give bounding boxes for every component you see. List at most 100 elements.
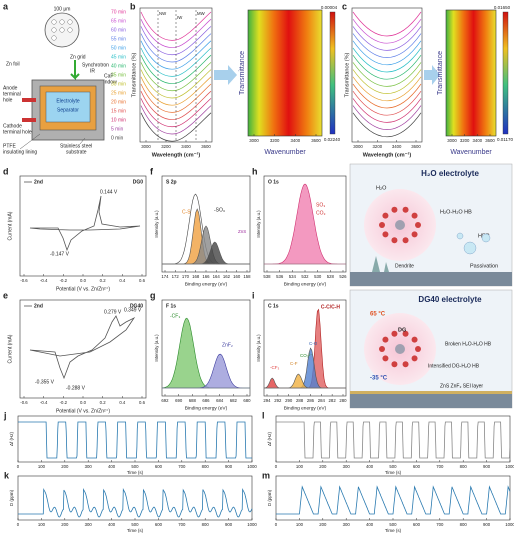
x-axis-label: Potential (V vs. Zn/Zn²⁺) <box>56 408 110 414</box>
panel-letter: m <box>262 470 270 480</box>
y-axis-label: D (ppm) <box>9 489 14 506</box>
label: -SO₃ <box>214 207 225 213</box>
legend-entry: 25 min <box>111 90 126 96</box>
label: Stainless steel <box>60 143 92 149</box>
plot-frame <box>263 299 347 397</box>
x-tick-label: 800 <box>202 464 210 469</box>
x-tick-label: 200 <box>61 522 69 527</box>
x-tick-label: 500 <box>131 464 139 469</box>
x-tick-label: 288 <box>296 398 304 403</box>
panel-letter: d <box>3 166 9 176</box>
spectrum-curve <box>140 76 212 106</box>
x-axis-label: Wavelength (cm⁻¹) <box>152 151 201 158</box>
molecule <box>402 361 409 368</box>
panel-letter: l <box>262 410 265 420</box>
peak <box>264 183 346 265</box>
label: SO₃ <box>316 202 325 208</box>
y-axis-label: Current (mA) <box>7 211 13 240</box>
x-tick-label: 0.4 <box>119 400 126 405</box>
x-axis-label: Binding energy (eV) <box>284 405 327 411</box>
label: IR <box>90 68 95 74</box>
x-tick-label: 400 <box>108 464 116 469</box>
y-axis-label: Transmittance <box>239 51 246 95</box>
x-tick-label: 700 <box>178 522 186 527</box>
label: -0.355 V <box>35 379 55 385</box>
flow-arrow <box>214 65 237 85</box>
x-tick-label: 3600 <box>201 144 211 149</box>
leader <box>19 133 86 150</box>
peak <box>162 225 250 265</box>
colorbar-label: 0.02240 <box>324 137 341 142</box>
spectrum-curve <box>352 11 422 37</box>
spectrum-curve <box>352 98 422 123</box>
x-tick-label: 700 <box>436 464 444 469</box>
y-axis-label: Intensity (a.u.) <box>256 334 261 362</box>
x-tick-label: 900 <box>483 522 491 527</box>
x-tick-label: 3600 <box>485 138 495 143</box>
x-tick-label: 690 <box>175 398 183 403</box>
x-tick-label: -0.4 <box>40 278 48 283</box>
zn-ion <box>395 220 405 230</box>
x-tick-label: 682 <box>230 398 238 403</box>
spectrum-curve <box>352 105 422 130</box>
legend-entry: 0 min <box>111 135 123 141</box>
x-tick-label: 160 <box>233 274 241 279</box>
label: Cathode <box>3 123 22 129</box>
ir-arrow <box>70 60 80 81</box>
label: H₂O electrolyte <box>421 169 479 178</box>
molecule <box>379 222 385 228</box>
x-tick-label: 530 <box>314 274 322 279</box>
x-tick-label: 282 <box>329 398 337 403</box>
label: terminal <box>3 91 21 97</box>
molecule <box>391 237 398 244</box>
y-axis-label: Transmittance (%) <box>131 52 137 97</box>
cv-curve <box>29 315 136 380</box>
x-tick-label: 300 <box>343 464 351 469</box>
x-tick-label: 800 <box>202 522 210 527</box>
grid-hole <box>51 27 57 33</box>
x-tick-label: 600 <box>155 522 163 527</box>
x-tick-label: 700 <box>436 522 444 527</box>
heatmap <box>248 10 322 136</box>
spectrum-curve <box>352 83 422 109</box>
x-axis-label: Wavenumber <box>450 149 492 156</box>
x-tick-label: 692 <box>161 398 169 403</box>
x-tick-label: 0 <box>275 522 278 527</box>
x-tick-label: 164 <box>213 274 221 279</box>
x-tick-label: 3200 <box>373 144 383 149</box>
x-axis-label: Time (s) <box>127 528 144 533</box>
molecule <box>402 206 409 213</box>
grid-hole <box>51 19 57 25</box>
label: -CF₃ <box>170 313 180 319</box>
label: MW <box>197 11 206 16</box>
x-tick-label: 158 <box>243 274 251 279</box>
x-tick-label: -0.2 <box>60 278 68 283</box>
label: IW <box>177 15 183 20</box>
x-tick-label: 100 <box>296 464 304 469</box>
x-tick-label: 172 <box>172 274 180 279</box>
bubble <box>463 241 477 255</box>
y-axis-label: D (ppm) <box>267 489 272 506</box>
spectrum-curve <box>140 112 212 142</box>
label: Intensified DG-H₂O HB <box>428 363 480 369</box>
panel-letter: b <box>130 1 136 11</box>
molecule <box>391 361 398 368</box>
panel-letter: i <box>252 290 255 300</box>
x-tick-label: 680 <box>243 398 251 403</box>
legend-entry: 70 min <box>111 9 126 15</box>
x-tick-label: 294 <box>263 398 271 403</box>
label: substrate <box>66 149 87 155</box>
colorbar-label: 0.01650 <box>494 5 511 10</box>
label: Zn foil <box>6 61 20 67</box>
x-tick-label: 3400 <box>392 144 402 149</box>
legend-entry: 35 min <box>111 72 126 78</box>
x-tick-label: 538 <box>263 274 271 279</box>
x-tick-label: 100 <box>38 464 46 469</box>
label: C-F <box>290 361 298 366</box>
label: C-S <box>182 209 191 215</box>
legend-entry: 15 min <box>111 108 126 114</box>
label: 0.144 V <box>100 189 118 195</box>
spectrum-curve <box>140 40 212 70</box>
x-tick-label: 3200 <box>161 144 171 149</box>
